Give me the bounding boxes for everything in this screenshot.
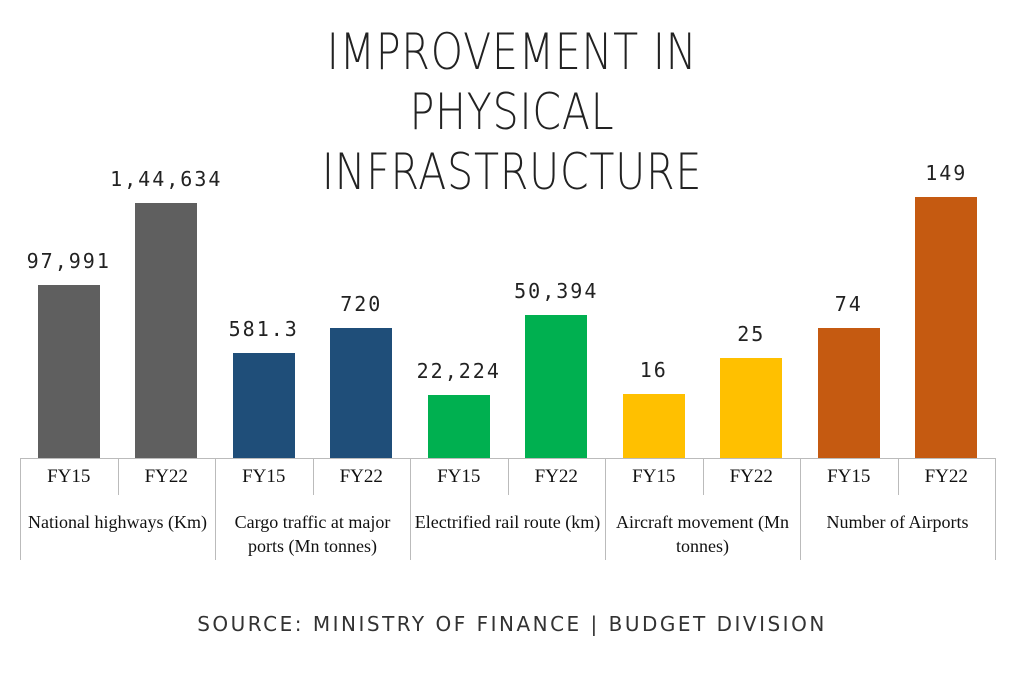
bar bbox=[427, 394, 490, 458]
table-rule bbox=[215, 458, 216, 560]
data-label: 22,224 bbox=[416, 358, 501, 383]
bar bbox=[37, 285, 100, 458]
table-rule bbox=[410, 458, 411, 560]
bar bbox=[817, 328, 880, 458]
group-label: Aircraft movement (Mn tonnes) bbox=[616, 512, 789, 556]
data-label: 149 bbox=[925, 161, 968, 185]
table-rule bbox=[20, 458, 21, 560]
x-tick-label: FY22 bbox=[144, 466, 188, 487]
bar bbox=[232, 353, 295, 458]
group-label: National highways (Km) bbox=[28, 512, 207, 532]
data-label: 74 bbox=[834, 292, 863, 317]
x-tick-label: FY15 bbox=[632, 466, 676, 487]
bar bbox=[330, 328, 393, 458]
table-rule bbox=[507, 458, 509, 495]
x-tick-label: FY22 bbox=[729, 466, 773, 487]
table-rule bbox=[312, 458, 314, 495]
x-tick-label: FY15 bbox=[827, 466, 871, 487]
table-rule bbox=[702, 458, 704, 495]
x-tick-label: FY15 bbox=[242, 466, 286, 487]
table-rule bbox=[897, 458, 899, 495]
source-note: SOURCE: MINISTRY OF FINANCE | BUDGET DIV… bbox=[197, 612, 827, 636]
bar bbox=[915, 197, 978, 458]
group-label: Cargo traffic at major ports (Mn tonnes) bbox=[234, 512, 391, 556]
bar bbox=[622, 394, 685, 458]
x-tick-label: FY15 bbox=[47, 466, 91, 487]
table-rule bbox=[800, 458, 801, 560]
chart-title: IMPROVEMENT IN PHYSICAL INFRASTRUCTURE bbox=[321, 23, 703, 201]
data-label: 50,394 bbox=[514, 279, 599, 303]
table-rule bbox=[995, 458, 996, 560]
table-rule bbox=[605, 458, 606, 560]
x-tick-label: FY22 bbox=[339, 466, 383, 487]
data-label: 97,991 bbox=[26, 249, 111, 274]
x-tick-label: FY15 bbox=[437, 466, 481, 487]
data-label: 1,44,634 bbox=[110, 167, 223, 191]
data-label: 581.3 bbox=[228, 317, 299, 342]
table-rule bbox=[117, 458, 119, 495]
data-label: 25 bbox=[737, 322, 766, 346]
x-tick-label: FY22 bbox=[924, 466, 968, 487]
data-label: 16 bbox=[639, 358, 668, 382]
group-label: Number of Airports bbox=[826, 512, 969, 532]
bar bbox=[135, 203, 198, 458]
bar bbox=[720, 358, 783, 458]
bar bbox=[525, 315, 588, 458]
group-label: Electrified rail route (km) bbox=[414, 512, 601, 532]
data-label: 720 bbox=[340, 292, 383, 316]
x-tick-label: FY22 bbox=[534, 466, 578, 487]
